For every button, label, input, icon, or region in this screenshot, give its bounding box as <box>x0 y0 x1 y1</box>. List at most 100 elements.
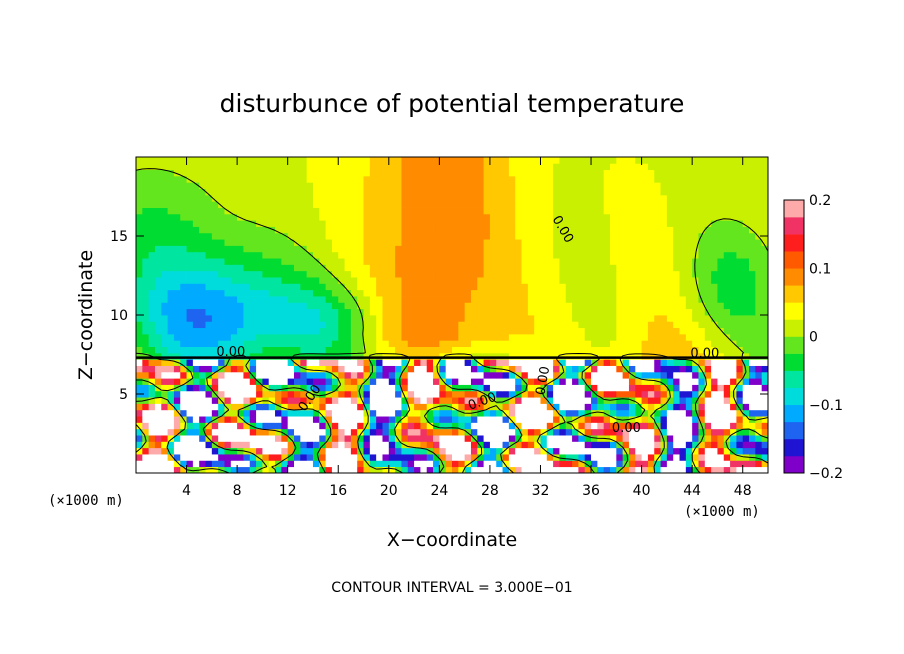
field-cell <box>736 245 744 253</box>
field-cell <box>578 428 586 436</box>
field-cell <box>211 333 219 341</box>
field-cell <box>382 157 390 164</box>
field-cell <box>142 264 150 272</box>
field-cell <box>173 315 181 322</box>
field-cell <box>534 315 541 322</box>
field-cell <box>319 163 326 171</box>
field-cell <box>654 428 661 436</box>
field-cell <box>540 264 548 272</box>
field-cell <box>249 232 257 240</box>
field-cell <box>173 264 181 272</box>
field-cell <box>641 454 649 461</box>
field-cell <box>496 315 503 322</box>
field-cell <box>470 194 478 202</box>
field-cell <box>666 163 674 171</box>
field-cell <box>205 378 213 385</box>
field-cell <box>256 163 263 171</box>
field-cell <box>572 213 579 221</box>
field-cell <box>294 308 301 316</box>
field-cell <box>521 251 529 259</box>
field-cell <box>331 258 339 265</box>
field-cell <box>610 378 617 385</box>
field-cell <box>268 397 276 404</box>
field-cell <box>603 441 611 449</box>
field-cell <box>673 378 680 385</box>
field-cell <box>660 258 668 265</box>
field-cell <box>237 201 244 208</box>
field-cell <box>559 175 567 183</box>
field-cell <box>591 371 598 379</box>
field-cell <box>426 258 434 265</box>
field-cell <box>363 315 371 322</box>
field-cell <box>237 289 244 297</box>
field-cell <box>736 201 744 208</box>
field-cell <box>357 232 364 240</box>
field-cell <box>180 371 187 379</box>
field-cell <box>344 296 352 303</box>
field-cell <box>294 371 301 379</box>
field-cell <box>578 321 586 329</box>
field-cell <box>325 390 333 398</box>
field-cell <box>534 390 541 398</box>
field-cell <box>553 251 560 259</box>
field-cell <box>597 270 605 278</box>
field-cell <box>742 245 750 253</box>
field-cell <box>730 346 737 354</box>
field-cell <box>610 277 617 284</box>
field-cell <box>666 321 674 329</box>
field-cell <box>192 220 200 227</box>
field-cell <box>464 371 472 379</box>
field-cell <box>483 403 491 411</box>
field-cell <box>742 226 750 234</box>
field-cell <box>180 321 187 329</box>
field-cell <box>369 188 377 196</box>
field-cell <box>262 245 270 253</box>
field-cell <box>755 352 763 360</box>
field-cell <box>654 277 661 284</box>
field-cell <box>508 352 516 360</box>
field-cell <box>698 163 706 171</box>
field-cell <box>540 308 548 316</box>
field-cell <box>591 188 598 196</box>
field-cell <box>647 447 655 455</box>
field-cell <box>420 352 428 360</box>
field-cell <box>401 346 409 354</box>
field-cell <box>338 359 345 366</box>
field-cell <box>565 346 573 354</box>
field-cell <box>306 397 314 404</box>
field-cell <box>527 308 535 316</box>
field-cell <box>395 384 402 392</box>
field-cell <box>401 169 409 177</box>
field-cell <box>173 409 181 417</box>
field-cell <box>496 207 503 215</box>
field-cell <box>395 346 402 354</box>
field-cell <box>218 226 225 234</box>
field-cell <box>262 232 270 240</box>
field-cell <box>268 194 276 202</box>
field-cell <box>458 169 466 177</box>
field-cell <box>237 207 244 215</box>
field-cell <box>249 378 257 385</box>
field-cell <box>300 251 308 259</box>
field-cell <box>464 213 472 221</box>
field-cell <box>249 270 257 278</box>
field-cell <box>641 182 649 189</box>
field-cell <box>199 422 206 430</box>
field-cell <box>610 283 617 291</box>
field-cell <box>704 466 712 474</box>
field-cell <box>610 321 617 329</box>
field-cell <box>186 175 194 183</box>
field-cell <box>616 435 624 442</box>
field-cell <box>306 207 314 215</box>
field-cell <box>578 327 586 335</box>
field-cell <box>730 371 737 379</box>
field-cell <box>249 169 257 177</box>
field-cell <box>572 175 579 183</box>
field-cell <box>711 182 718 189</box>
field-cell <box>597 182 605 189</box>
field-cell <box>192 454 200 461</box>
field-cell <box>376 397 383 404</box>
field-cell <box>452 277 459 284</box>
field-cell <box>502 378 510 385</box>
field-cell <box>268 447 276 455</box>
